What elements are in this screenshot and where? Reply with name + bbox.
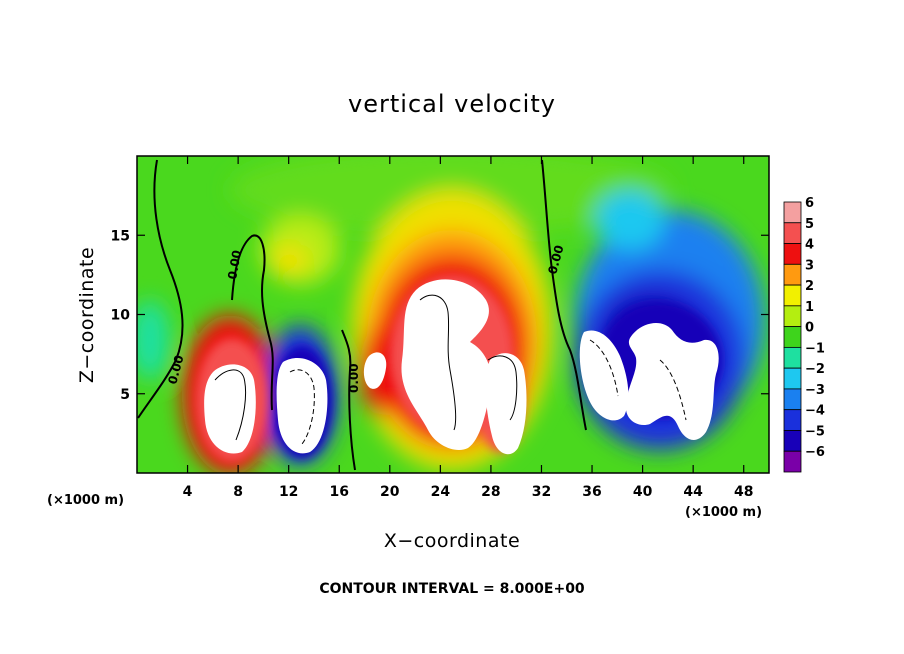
contour-label: 0.00 (225, 249, 244, 281)
colorbar-swatch (783, 409, 802, 431)
colorbar-label: 5 (805, 217, 814, 232)
x-tick-label: 36 (582, 484, 601, 500)
x-tick-label: 40 (633, 484, 653, 500)
colorbar-label: 2 (805, 279, 814, 294)
contour-lines (137, 159, 687, 471)
x-tick-label: 48 (734, 484, 753, 500)
colorbar: 6 5 4 3 2 1 0 −1 −2 −3 −4 −5 −6 (783, 196, 825, 473)
x-tick-label: 44 (683, 484, 703, 500)
x-unit-left: (×1000 m) (47, 493, 124, 508)
y-tick-label: 5 (120, 387, 130, 403)
colorbar-label: −1 (805, 341, 825, 356)
x-tick-label: 12 (279, 484, 298, 500)
colorbar-label: −3 (805, 383, 825, 398)
y-tick-label: 15 (111, 228, 130, 244)
colorbar-swatch (783, 367, 802, 390)
colorbar-swatch (783, 284, 802, 307)
x-tick-label: 20 (380, 484, 400, 500)
x-tick-label: 32 (532, 484, 551, 500)
heatmap-field: 0.00 0.00 0.00 0.00 (137, 156, 769, 473)
x-tick-label: 24 (431, 484, 451, 500)
chart-title: vertical velocity (348, 90, 556, 118)
colorbar-label: −2 (805, 362, 825, 377)
colorbar-label: 0 (805, 321, 814, 336)
core-downdraft-left (276, 358, 328, 454)
x-axis-label: X−coordinate (384, 530, 520, 552)
core-updraft-left (204, 364, 256, 454)
x-tick-label: 8 (233, 484, 243, 500)
x-tick-label: 16 (329, 484, 348, 500)
colorbar-swatch (783, 326, 802, 348)
colorbar-label: 1 (805, 300, 814, 315)
x-axis-ticks: 4 8 12 16 20 24 28 32 36 40 44 48 (183, 156, 753, 500)
core-downdraft-right-b (625, 323, 719, 440)
x-tick-label: 4 (183, 484, 193, 500)
y-tick-label: 10 (111, 308, 131, 324)
colorbar-swatch (783, 243, 802, 265)
core-downdraft-right-a (579, 330, 629, 421)
colorbar-label: 4 (805, 238, 814, 253)
colorbar-swatch (783, 201, 802, 224)
y-axis-ticks: 5 10 15 (111, 228, 769, 403)
core-updraft-small (363, 352, 387, 389)
colorbar-label: 6 (805, 196, 814, 211)
colorbar-label: −5 (805, 424, 825, 439)
contour-label: 0.00 (347, 363, 361, 393)
colorbar-swatch (783, 346, 802, 369)
colorbar-label: 3 (805, 258, 814, 273)
colorbar-swatch (783, 222, 802, 244)
colorbar-label: −4 (805, 404, 825, 419)
colorbar-swatch (783, 305, 802, 328)
colorbar-swatch (783, 263, 802, 286)
x-unit-right: (×1000 m) (685, 505, 762, 520)
core-updraft-center (401, 279, 492, 450)
colorbar-label: −6 (805, 445, 825, 460)
x-tick-label: 28 (481, 484, 500, 500)
contour-interval-note: CONTOUR INTERVAL = 8.000E+00 (319, 581, 585, 597)
colorbar-swatch (783, 430, 802, 452)
colorbar-swatch (783, 388, 802, 411)
y-axis-label: Z−coordinate (76, 247, 98, 383)
colorbar-swatch (783, 450, 802, 473)
